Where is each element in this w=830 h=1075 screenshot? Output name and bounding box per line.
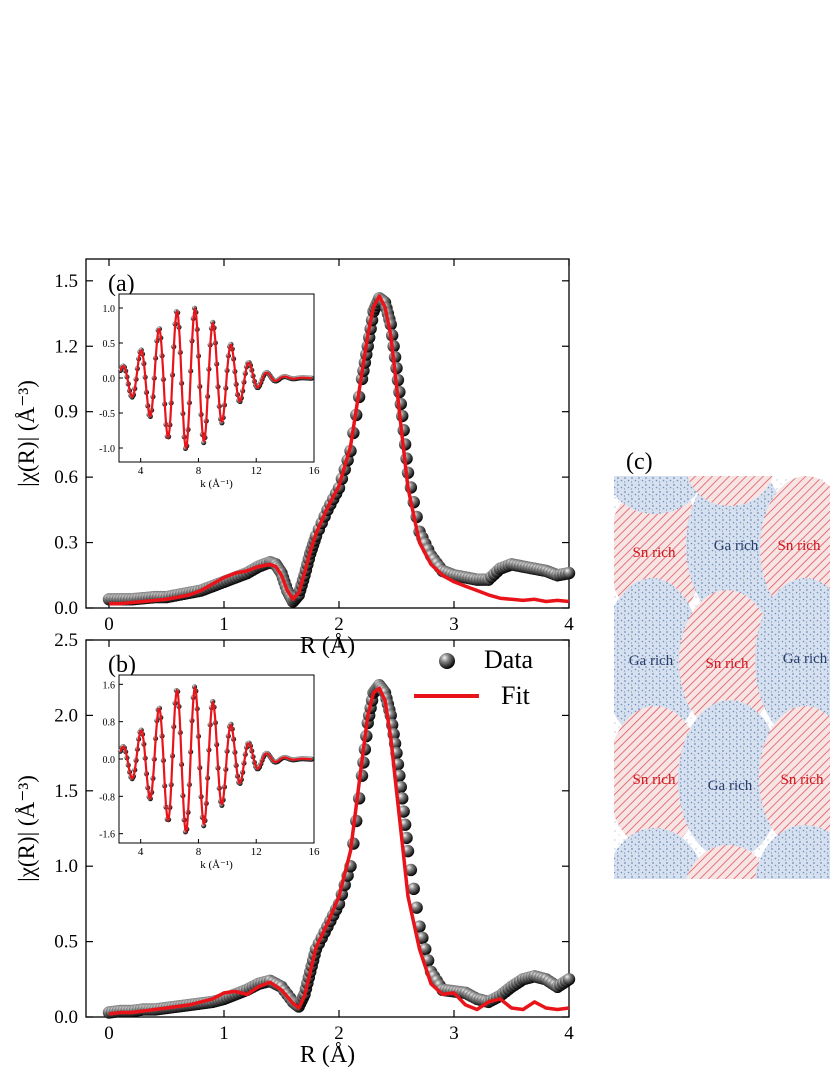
- ga-rich-region: [678, 700, 782, 860]
- data-point: [407, 882, 420, 896]
- sn-rich-label: Sn rich: [633, 545, 676, 561]
- sn-rich-label: Sn rich: [633, 772, 676, 788]
- inset-chart: 4 8 12 16 -1.6 -0.8 0.0 0.8 1.6 k (Å⁻¹): [99, 674, 321, 871]
- inset-x-tick-label: 8: [196, 465, 202, 477]
- inset-y-tick-label: 0.8: [103, 718, 116, 729]
- inset-y-tick-label: -0.5: [99, 409, 115, 420]
- inset-x-axis-label: k (Å⁻¹): [200, 478, 233, 490]
- x-axis-label: R (Å): [300, 1042, 355, 1068]
- x-tick-label: 4: [564, 1023, 574, 1044]
- y-tick-label: 0.3: [54, 533, 78, 554]
- fit-line: [108, 686, 570, 1016]
- y-tick-label: 0.5: [54, 932, 78, 953]
- y-tick-label: 0.6: [54, 467, 78, 488]
- inset-x-tick-label: 8: [196, 846, 202, 858]
- x-tick-label: 0: [104, 614, 114, 635]
- ga-rich-label: Ga rich: [714, 538, 759, 554]
- y-tick-label: 1.0: [54, 856, 78, 877]
- x-tick-label: 2: [334, 1023, 344, 1044]
- ga-rich-region: [686, 476, 790, 625]
- x-tick-label: 4: [564, 614, 574, 635]
- panel-b-chart: 0 1 2 3 40.00.51.01.52.02.5R (Å)|χ(R)| (Å⁻³)…: [14, 630, 576, 1068]
- data-point: [562, 566, 576, 580]
- plot-frame: [85, 258, 570, 609]
- y-tick-label: 1.2: [54, 336, 78, 357]
- sn-rich-label: Sn rich: [778, 538, 821, 554]
- inset-x-tick-label: 16: [309, 846, 321, 858]
- inset-y-tick-label: 0.5: [103, 339, 116, 350]
- panel-label: (a): [108, 271, 135, 297]
- inset-y-tick-label: 0.0: [103, 755, 116, 766]
- inset-fit-line: [119, 306, 312, 451]
- legend-data-marker: [439, 653, 455, 669]
- data-point: [404, 863, 418, 877]
- inset-x-axis-label: k (Å⁻¹): [200, 859, 233, 871]
- sn-rich-label: Sn rich: [781, 772, 824, 788]
- sn-rich-label: Sn rich: [706, 656, 749, 672]
- inset-x-tick-label: 12: [251, 846, 262, 858]
- sn-rich-region: [686, 845, 770, 879]
- inset-fit-line: [119, 685, 312, 835]
- inset-y-tick-label: -1.6: [99, 830, 115, 841]
- plot-frame: [85, 639, 570, 1018]
- y-axis-label: |χ(R)| (Å⁻³): [14, 775, 39, 882]
- inset-y-tick-label: 1.6: [103, 680, 116, 691]
- ga-rich-region: [614, 476, 705, 514]
- y-tick-label: 2.0: [54, 705, 78, 726]
- inset-x-tick-label: 4: [138, 465, 144, 477]
- ga-rich-region: [755, 825, 830, 879]
- inset-y-tick-label: 1.0: [103, 304, 116, 315]
- x-tick-label: 3: [449, 614, 459, 635]
- ga-rich-region: [614, 578, 702, 742]
- ga-rich-label: Ga rich: [783, 651, 828, 667]
- inset-chart: 4 8 12 16 -1.0 -0.5 0.0 0.5 1.0 k (Å⁻¹): [99, 293, 321, 490]
- x-tick-label: 1: [219, 614, 229, 635]
- y-tick-label: 1.5: [54, 271, 78, 292]
- inset-x-tick-label: 16: [309, 465, 321, 477]
- y-tick-label: 1.5: [54, 781, 78, 802]
- legend-fit-label: Fit: [501, 681, 531, 710]
- inset-y-tick-label: -1.0: [99, 444, 115, 455]
- fit-line: [109, 294, 570, 606]
- sn-rich-region: [679, 590, 775, 734]
- ga-rich-label: Ga rich: [629, 653, 674, 669]
- y-tick-label: 0.0: [54, 1007, 78, 1028]
- sn-rich-region: [759, 706, 830, 850]
- y-tick-label: 0.0: [54, 598, 78, 619]
- ga-rich-region: [614, 828, 705, 879]
- sn-rich-region: [687, 476, 773, 506]
- x-tick-label: 2: [334, 614, 344, 635]
- inset-x-tick-label: 12: [251, 465, 262, 477]
- legend-data-label: Data: [484, 645, 534, 674]
- y-axis-label: |χ(R)| (Å⁻³): [14, 380, 39, 487]
- panel-a-chart: 0 1 2 3 40.00.30.60.91.21.5R (Å)|χ(R)| (Å⁻³)…: [14, 258, 576, 659]
- panel-c-schematic: (c) Sn rich Ga rich Sn rich Ga rich Sn rich G…: [614, 449, 830, 879]
- inset-x-tick-label: 4: [138, 846, 144, 858]
- y-tick-label: 0.9: [54, 402, 78, 423]
- data-point: [410, 901, 423, 914]
- y-tick-label: 2.5: [54, 630, 78, 651]
- inset-y-tick-label: 0.0: [103, 374, 116, 385]
- x-tick-label: 3: [449, 1023, 459, 1044]
- sn-rich-region: [614, 706, 703, 850]
- ga-rich-region: [755, 578, 830, 742]
- inset-y-tick-label: -0.8: [99, 792, 115, 803]
- panel-label: (b): [108, 652, 136, 678]
- x-tick-label: 0: [104, 1023, 114, 1044]
- data-point: [562, 973, 576, 986]
- x-axis-label: R (Å): [300, 633, 355, 659]
- ga-rich-label: Ga rich: [708, 778, 753, 794]
- x-tick-label: 1: [219, 1023, 229, 1044]
- panel-c-label: (c): [626, 449, 653, 475]
